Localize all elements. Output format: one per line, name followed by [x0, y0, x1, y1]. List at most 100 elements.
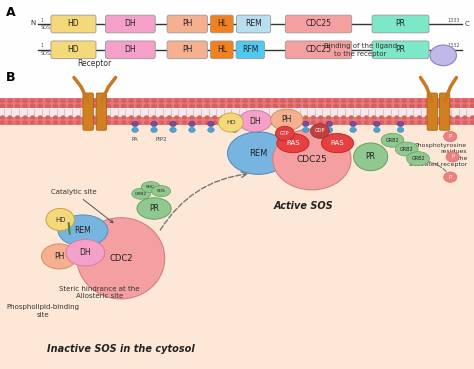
Circle shape [190, 115, 194, 119]
Circle shape [250, 104, 255, 108]
Circle shape [417, 121, 422, 124]
Circle shape [106, 99, 111, 103]
Circle shape [114, 115, 118, 119]
Circle shape [15, 121, 20, 124]
Circle shape [397, 127, 404, 132]
Circle shape [170, 121, 176, 127]
Circle shape [121, 104, 126, 108]
FancyBboxPatch shape [236, 41, 264, 59]
Circle shape [189, 104, 194, 108]
Ellipse shape [58, 215, 108, 246]
Circle shape [470, 99, 474, 103]
Circle shape [83, 115, 88, 119]
Circle shape [432, 121, 437, 124]
Circle shape [326, 121, 331, 124]
Circle shape [61, 121, 65, 124]
Circle shape [455, 104, 460, 108]
Circle shape [220, 121, 225, 124]
Circle shape [99, 121, 103, 124]
Circle shape [387, 121, 392, 124]
Circle shape [46, 208, 74, 231]
Circle shape [167, 115, 172, 119]
Circle shape [212, 99, 217, 103]
Circle shape [273, 104, 278, 108]
Bar [0, 98, 474, 108]
Circle shape [258, 115, 263, 119]
Circle shape [30, 104, 35, 108]
Text: DH: DH [249, 117, 261, 125]
Circle shape [273, 115, 278, 119]
Circle shape [326, 99, 331, 103]
Circle shape [106, 121, 111, 124]
Circle shape [121, 115, 126, 119]
Circle shape [182, 99, 187, 103]
Text: PR: PR [365, 152, 376, 161]
Circle shape [394, 115, 399, 119]
FancyBboxPatch shape [427, 93, 438, 130]
Circle shape [152, 104, 156, 108]
Circle shape [417, 104, 422, 108]
Text: B: B [6, 71, 15, 84]
Circle shape [371, 99, 376, 103]
Circle shape [356, 104, 361, 108]
Text: PIP2: PIP2 [155, 137, 167, 142]
Circle shape [440, 115, 445, 119]
Circle shape [228, 121, 232, 124]
Circle shape [318, 99, 324, 103]
Circle shape [279, 121, 285, 127]
Circle shape [444, 172, 457, 182]
Circle shape [106, 115, 111, 119]
Circle shape [470, 121, 474, 124]
Circle shape [432, 104, 437, 108]
Text: DH: DH [80, 248, 91, 257]
Circle shape [387, 99, 392, 103]
Text: Receptor: Receptor [78, 59, 112, 68]
Text: P: P [449, 134, 452, 139]
FancyBboxPatch shape [51, 15, 96, 33]
Ellipse shape [66, 239, 105, 266]
Circle shape [424, 104, 429, 108]
FancyBboxPatch shape [210, 15, 233, 33]
Text: GRB2: GRB2 [386, 138, 399, 143]
Ellipse shape [407, 152, 429, 166]
Text: HD: HD [55, 217, 65, 223]
Circle shape [68, 104, 73, 108]
Circle shape [288, 115, 293, 119]
Circle shape [288, 99, 293, 103]
Circle shape [374, 121, 380, 127]
Circle shape [76, 99, 81, 103]
Circle shape [371, 104, 376, 108]
Circle shape [212, 104, 217, 108]
Circle shape [401, 104, 407, 108]
Circle shape [167, 121, 172, 124]
Circle shape [53, 104, 58, 108]
Circle shape [446, 152, 459, 162]
Circle shape [349, 121, 354, 124]
Circle shape [121, 121, 126, 124]
Circle shape [409, 104, 414, 108]
Circle shape [45, 104, 50, 108]
Ellipse shape [395, 142, 418, 156]
Circle shape [15, 115, 20, 119]
Circle shape [137, 104, 142, 108]
Circle shape [374, 127, 380, 132]
Circle shape [235, 115, 240, 119]
Text: PA: PA [132, 137, 138, 142]
Text: DH: DH [125, 20, 136, 28]
Circle shape [0, 115, 5, 119]
Circle shape [348, 104, 354, 108]
Circle shape [387, 104, 392, 108]
FancyBboxPatch shape [372, 41, 429, 59]
Circle shape [265, 115, 270, 119]
Circle shape [402, 121, 407, 124]
Circle shape [15, 104, 20, 108]
Circle shape [311, 115, 316, 119]
Circle shape [137, 99, 142, 103]
Circle shape [182, 115, 187, 119]
Text: N: N [30, 20, 36, 26]
Circle shape [0, 104, 5, 108]
Circle shape [30, 121, 35, 124]
Circle shape [227, 99, 232, 103]
Text: CDC25: CDC25 [306, 45, 331, 54]
Text: PH: PH [282, 115, 292, 124]
